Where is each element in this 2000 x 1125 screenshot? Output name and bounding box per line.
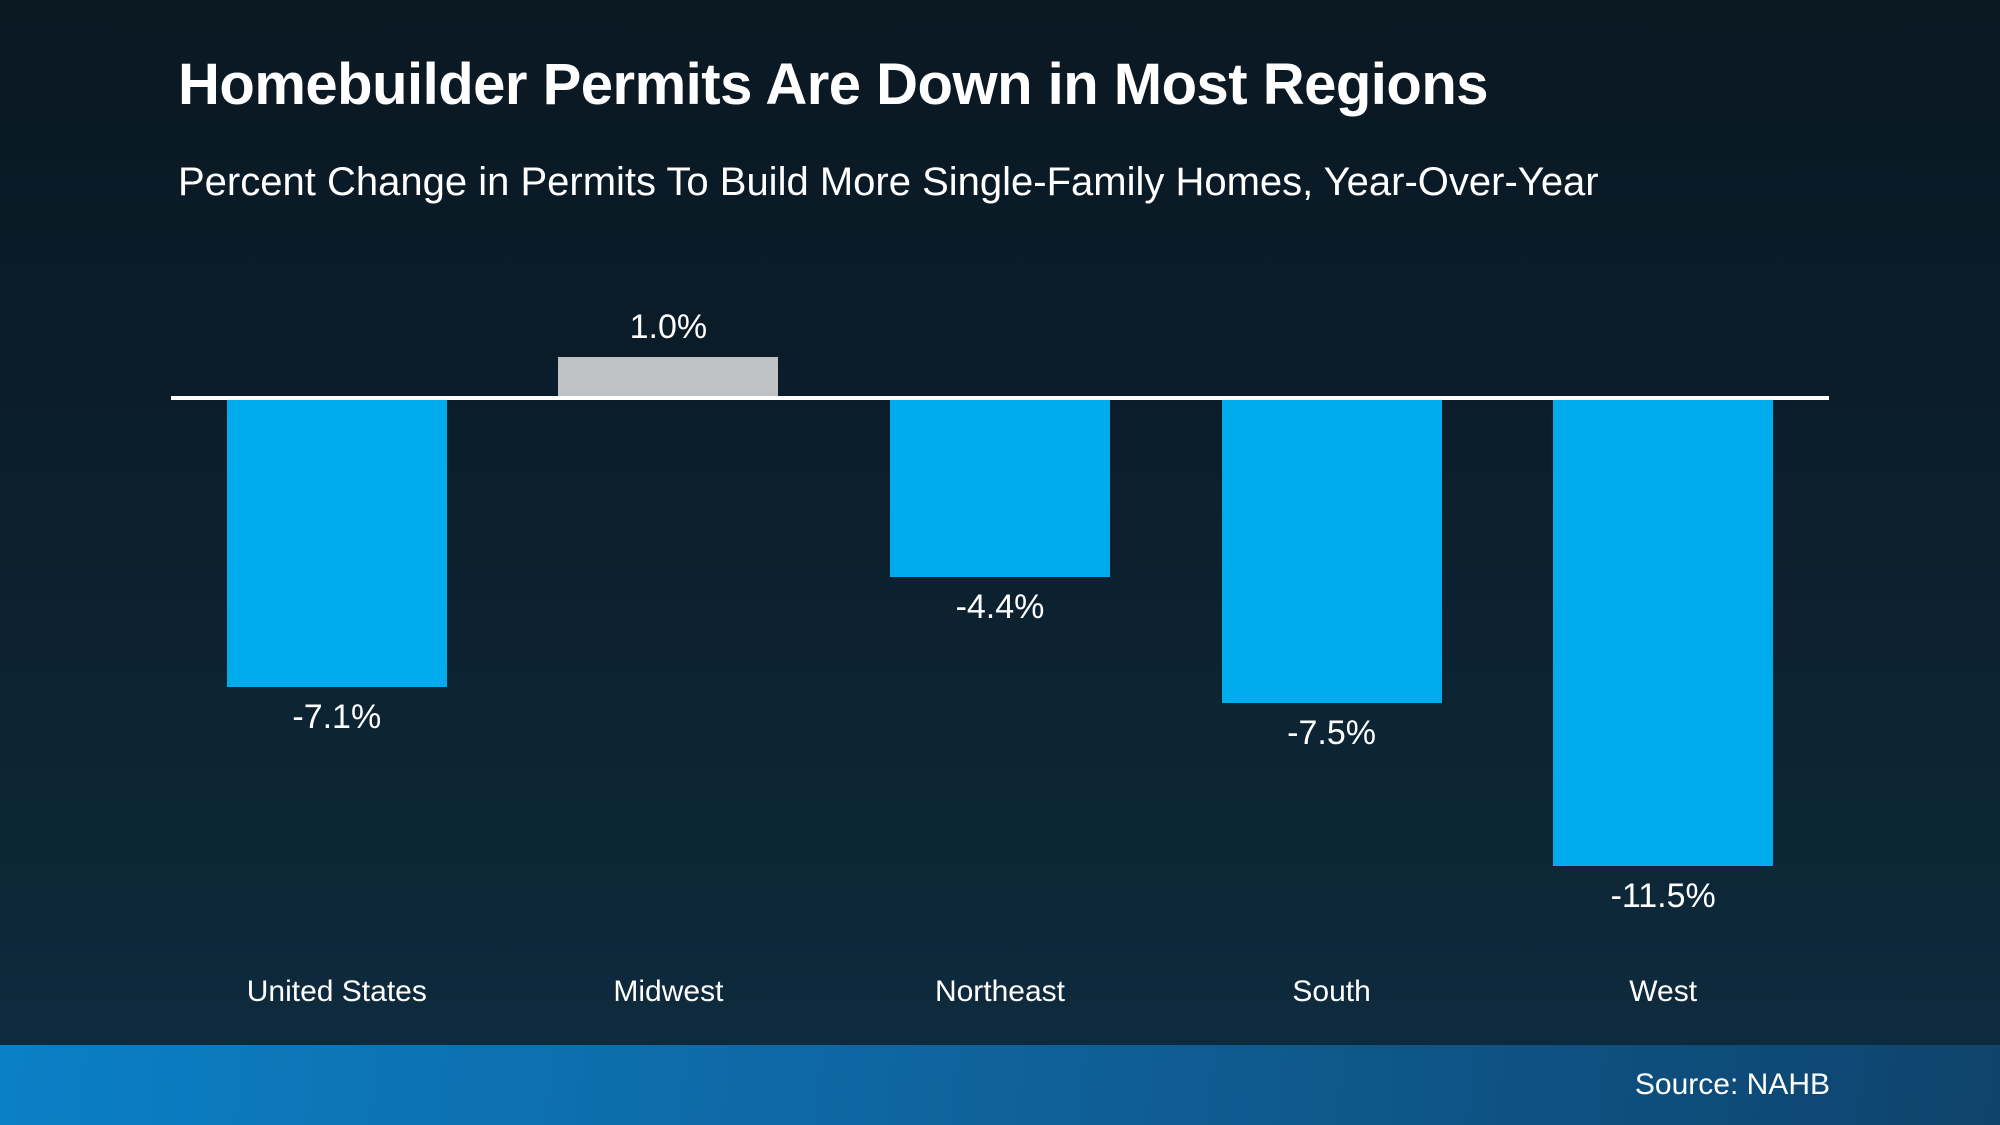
page-subtitle: Percent Change in Permits To Build More … — [178, 160, 1599, 204]
bar-northeast — [889, 398, 1110, 577]
value-label-midwest: 1.0% — [629, 308, 708, 346]
page-title: Homebuilder Permits Are Down in Most Reg… — [178, 52, 1489, 117]
category-label-west: West — [1629, 975, 1698, 1008]
bar-columns: -7.1% United States 1.0% Midwest -4.4% Northe… — [171, 0, 1829, 1045]
bar-column-united-states: -7.1% United States — [171, 0, 503, 1045]
category-label-south: South — [1292, 975, 1371, 1008]
category-label-northeast: Northeast — [934, 975, 1066, 1008]
zero-baseline — [171, 396, 1829, 400]
value-label-northeast: -4.4% — [955, 588, 1045, 626]
value-label-west: -11.5% — [1610, 877, 1716, 915]
bar-chart: -7.1% United States 1.0% Midwest -4.4% Northe… — [171, 0, 1829, 1045]
value-label-united-states: -7.1% — [292, 698, 382, 736]
category-label-united-states: United States — [246, 975, 427, 1008]
bar-united-states — [226, 398, 447, 687]
bar-midwest — [558, 357, 779, 398]
bar-column-west: -11.5% West — [1497, 0, 1829, 1045]
bar-west — [1553, 398, 1774, 866]
category-label-midwest: Midwest — [613, 975, 724, 1008]
bar-column-south: -7.5% South — [1166, 0, 1498, 1045]
value-label-south: -7.5% — [1287, 714, 1376, 752]
source-label: Source: NAHB — [1634, 1068, 1830, 1101]
bar-column-midwest: 1.0% Midwest — [503, 0, 835, 1045]
bar-south — [1221, 398, 1442, 703]
footer-band: Source: NAHB — [0, 1045, 2000, 1125]
bar-column-northeast: -4.4% Northeast — [834, 0, 1166, 1045]
